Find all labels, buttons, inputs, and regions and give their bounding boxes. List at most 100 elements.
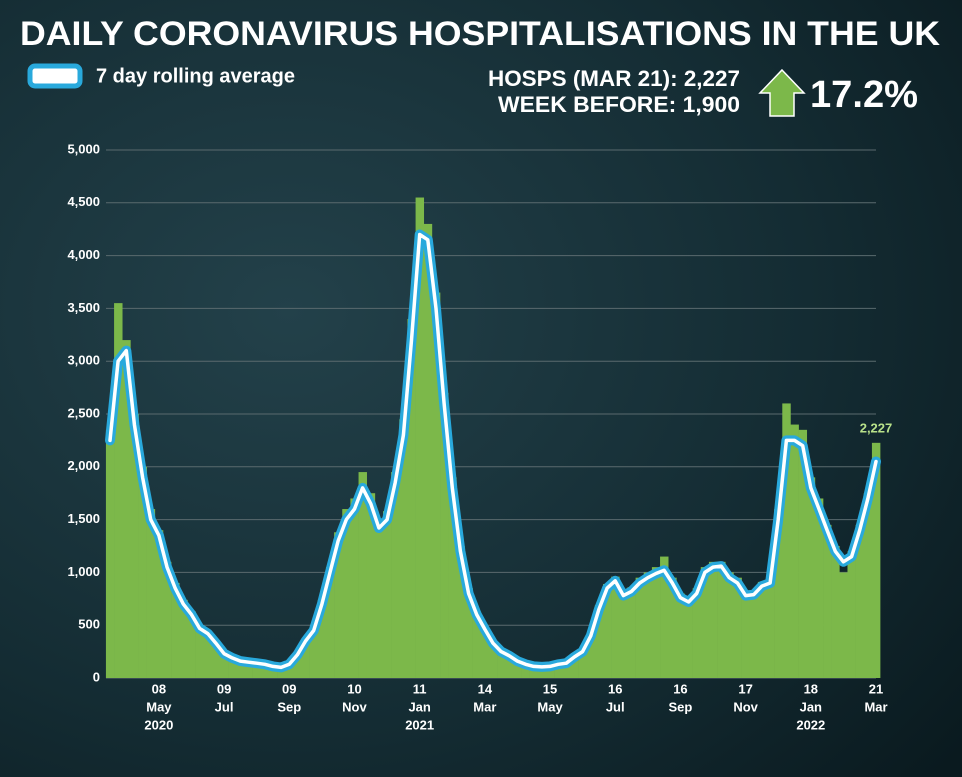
bar xyxy=(138,466,147,678)
bar xyxy=(684,598,693,678)
x-tick-label: Mar xyxy=(473,699,496,714)
bar xyxy=(309,627,319,678)
line xyxy=(108,232,878,670)
bar xyxy=(635,577,645,678)
bar xyxy=(521,663,530,678)
x-tick-label: May xyxy=(537,699,563,714)
x-tick-label: Nov xyxy=(733,699,758,714)
y-tick-label: 2,500 xyxy=(67,405,100,420)
bar xyxy=(325,567,335,678)
bar xyxy=(651,567,661,678)
bar xyxy=(692,588,702,678)
y-tick-label: 4,500 xyxy=(67,194,100,209)
bar xyxy=(513,660,522,678)
bar xyxy=(708,561,718,678)
bar xyxy=(260,663,270,678)
bar xyxy=(823,524,832,678)
y-tick-label: 500 xyxy=(78,617,100,632)
bar xyxy=(545,665,555,678)
bar xyxy=(342,509,351,678)
bar xyxy=(578,649,588,678)
y-tick-label: 0 xyxy=(93,669,100,684)
bar xyxy=(537,666,547,678)
bar xyxy=(154,530,164,678)
bar xyxy=(757,581,767,678)
y-tick-label: 2,000 xyxy=(67,458,100,473)
bar xyxy=(236,660,245,678)
x-tick-label: Jul xyxy=(215,699,234,714)
y-tick-label: 4,000 xyxy=(67,247,100,262)
bar xyxy=(733,577,742,678)
bar xyxy=(480,627,490,678)
bar xyxy=(570,655,579,678)
y-tick-label: 5,000 xyxy=(67,141,100,156)
x-tick-label: 11 xyxy=(413,681,427,696)
bar xyxy=(749,590,759,678)
bar xyxy=(293,652,302,678)
y-tick-label: 3,500 xyxy=(67,300,100,315)
bar xyxy=(228,656,237,678)
bar xyxy=(187,611,196,678)
x-tick-label: 15 xyxy=(543,681,557,696)
bar xyxy=(171,582,180,678)
bar xyxy=(725,572,734,678)
legend-label: 7 day rolling average xyxy=(96,65,295,87)
bar xyxy=(765,577,775,678)
bar xyxy=(839,572,848,678)
bar xyxy=(472,611,482,678)
bar xyxy=(122,340,131,678)
y-tick-label: 1,500 xyxy=(67,511,100,526)
bar xyxy=(358,472,367,678)
bar xyxy=(863,493,873,678)
change-value: 17.2% xyxy=(810,74,918,116)
bar xyxy=(105,429,115,678)
up-arrow xyxy=(758,68,806,117)
bar xyxy=(268,665,278,678)
bar xyxy=(317,599,327,678)
y-tick-label: 3,000 xyxy=(67,353,100,368)
bar xyxy=(529,665,539,678)
x-tick-label: 18 xyxy=(804,681,818,696)
bar xyxy=(871,442,881,678)
bar xyxy=(130,414,139,678)
bar xyxy=(627,587,636,678)
bar xyxy=(594,605,604,678)
chart-title: DAILY CORONAVIRUS HOSPITALISATIONS IN TH… xyxy=(20,15,940,53)
bar xyxy=(741,591,750,678)
x-tick-label: 10 xyxy=(347,681,361,696)
x-tick-label: Jan xyxy=(800,699,822,714)
bar xyxy=(668,577,677,678)
bar xyxy=(676,593,685,678)
bar xyxy=(244,661,253,678)
x-tick-label: 16 xyxy=(608,681,622,696)
y-tick-label: 1,000 xyxy=(67,564,100,579)
plot-area: 0 500 1,000 1,500 2,000 2,500 3,000 3,500 4,000 4… xyxy=(67,141,892,732)
bar xyxy=(847,551,856,678)
bar xyxy=(301,638,310,678)
bar xyxy=(505,654,514,678)
bar xyxy=(790,424,799,678)
bar xyxy=(195,625,205,678)
bar xyxy=(162,561,172,678)
bar xyxy=(220,651,229,678)
bar xyxy=(464,588,473,678)
bar xyxy=(782,403,791,678)
x-tick-label: 2021 xyxy=(405,717,434,732)
x-tick-label: 2020 xyxy=(144,717,173,732)
bar xyxy=(391,472,400,678)
bar xyxy=(497,650,506,678)
x-tick-label: 21 xyxy=(869,681,883,696)
bar xyxy=(774,509,783,678)
bar xyxy=(252,662,262,678)
bar xyxy=(179,599,188,678)
x-tick-label: 17 xyxy=(738,681,752,696)
data-label: 2,227 xyxy=(860,420,893,435)
stat-line: WEEK BEFORE: 1,900 xyxy=(498,92,740,117)
x-tick-label: 2022 xyxy=(796,717,825,732)
bar xyxy=(619,591,628,678)
bar xyxy=(114,303,123,678)
bar xyxy=(456,546,465,678)
bar xyxy=(603,584,612,678)
x-tick-label: 09 xyxy=(282,681,296,696)
